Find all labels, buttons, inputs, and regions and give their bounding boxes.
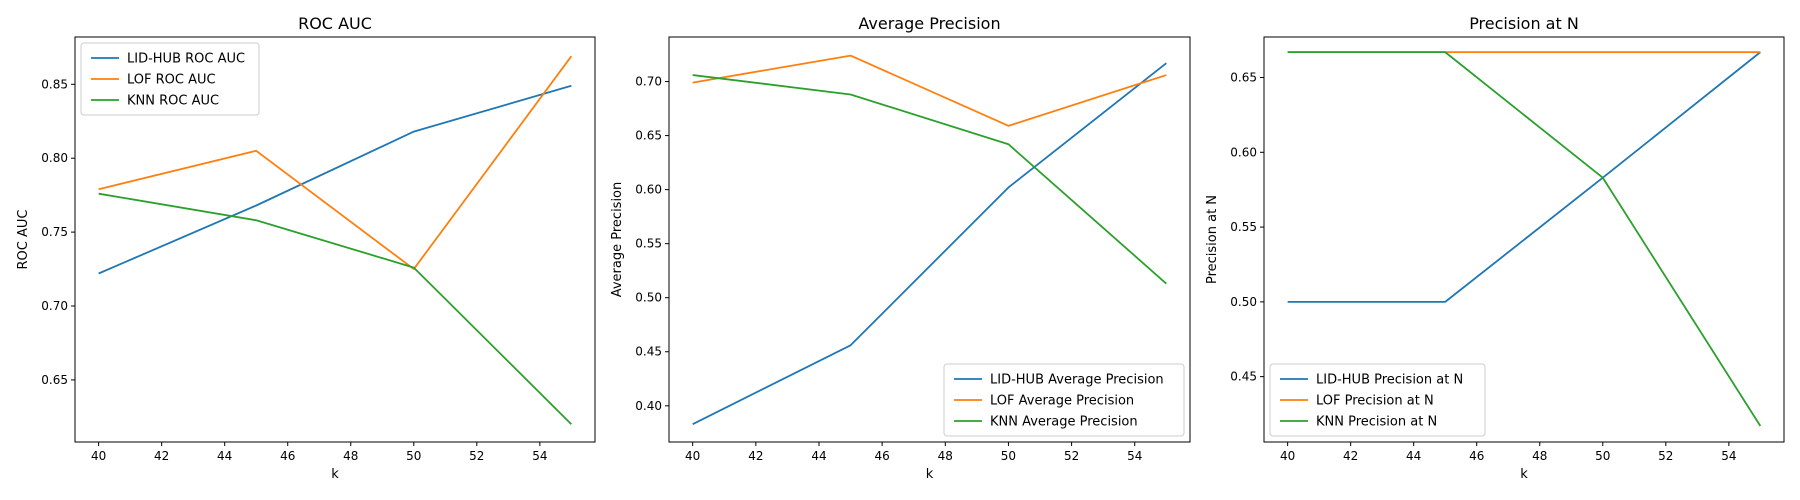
legend-entry: LID-HUB Precision at N bbox=[1316, 373, 1463, 388]
x-tick-label: 44 bbox=[217, 449, 232, 463]
x-tick-label: 46 bbox=[280, 449, 295, 463]
x-tick-label: 50 bbox=[1001, 449, 1016, 463]
chart-1: Average Precision 40 42 44 46 48 50 52 54 0.40 0.4… bbox=[610, 14, 1191, 482]
x-tick-label: 50 bbox=[1595, 449, 1610, 463]
y-tick-label: 0.45 bbox=[635, 345, 662, 359]
x-tick-label: 46 bbox=[1469, 449, 1484, 463]
chart-title: ROC AUC bbox=[298, 14, 372, 33]
series-line-0 bbox=[1287, 51, 1761, 303]
legend-entry: LOF ROC AUC bbox=[127, 73, 216, 88]
series-line-1 bbox=[692, 54, 1167, 127]
x-tick-label: 54 bbox=[1127, 449, 1142, 463]
x-tick-label: 52 bbox=[1658, 449, 1673, 463]
x-tick-label: 52 bbox=[469, 449, 484, 463]
legend-box bbox=[943, 363, 1185, 437]
legend: LID-HUB ROC AUC LOF ROC AUC KNN ROC AUC bbox=[80, 42, 260, 116]
y-tick-label: 0.60 bbox=[1230, 145, 1257, 159]
x-tick-label: 48 bbox=[1532, 449, 1547, 463]
y-axis-label: Precision at N bbox=[1205, 195, 1220, 284]
x-tick-label: 44 bbox=[1406, 449, 1421, 463]
y-tick-label: 0.70 bbox=[41, 299, 68, 313]
legend-entry: LID-HUB Average Precision bbox=[990, 373, 1164, 388]
y-tick-label: 0.80 bbox=[41, 151, 68, 165]
plot-frame bbox=[668, 36, 1191, 443]
x-tick-label: 44 bbox=[811, 449, 826, 463]
y-tick-label: 0.70 bbox=[635, 75, 662, 89]
plot-frame bbox=[1263, 36, 1785, 443]
y-tick-label: 0.40 bbox=[635, 399, 662, 413]
x-tick-label: 42 bbox=[748, 449, 763, 463]
x-axis-label: k bbox=[1520, 467, 1528, 482]
y-tick-label: 0.65 bbox=[635, 129, 662, 143]
series-line-2 bbox=[692, 74, 1167, 285]
series-line-0 bbox=[692, 62, 1167, 425]
series-line-2 bbox=[98, 192, 572, 425]
y-tick-label: 0.65 bbox=[1230, 71, 1257, 85]
legend-entry: KNN Average Precision bbox=[990, 415, 1138, 430]
x-tick-label: 54 bbox=[1721, 449, 1736, 463]
y-tick-label: 0.50 bbox=[1230, 295, 1257, 309]
series-line-2 bbox=[1287, 51, 1762, 427]
y-axis-label: Average Precision bbox=[610, 182, 625, 298]
x-tick-label: 52 bbox=[1064, 449, 1079, 463]
y-tick-label: 0.85 bbox=[41, 77, 68, 91]
series-line-0 bbox=[98, 84, 572, 275]
chart-2: Precision at N 40 42 44 46 48 50 52 54 0.45 0.50 0.… bbox=[1205, 14, 1785, 482]
x-tick-label: 40 bbox=[91, 449, 106, 463]
x-tick-label: 42 bbox=[1343, 449, 1358, 463]
x-tick-label: 48 bbox=[343, 449, 358, 463]
legend: LID-HUB Average Precision LOF Average Pre… bbox=[943, 363, 1185, 437]
legend-box bbox=[1269, 363, 1486, 437]
legend-entry: KNN ROC AUC bbox=[127, 94, 219, 109]
legend: LID-HUB Precision at N LOF Precision at N… bbox=[1269, 363, 1486, 437]
plot-frame bbox=[74, 36, 596, 443]
y-tick-label: 0.50 bbox=[635, 291, 662, 305]
x-tick-label: 54 bbox=[532, 449, 547, 463]
y-tick-label: 0.55 bbox=[635, 237, 662, 251]
y-tick-label: 0.45 bbox=[1230, 370, 1257, 384]
chart-title: Average Precision bbox=[858, 14, 1000, 33]
y-tick-label: 0.55 bbox=[1230, 220, 1257, 234]
x-axis-label: k bbox=[926, 467, 934, 482]
legend-entry: LOF Average Precision bbox=[990, 394, 1134, 409]
series-line-1 bbox=[98, 55, 573, 270]
y-axis-label: ROC AUC bbox=[16, 210, 31, 270]
x-tick-label: 42 bbox=[154, 449, 169, 463]
x-tick-label: 50 bbox=[406, 449, 421, 463]
y-tick-label: 0.65 bbox=[41, 373, 68, 387]
x-tick-label: 46 bbox=[874, 449, 889, 463]
legend-box bbox=[80, 42, 260, 116]
x-tick-label: 40 bbox=[685, 449, 700, 463]
x-tick-label: 40 bbox=[1280, 449, 1295, 463]
y-tick-label: 0.60 bbox=[635, 183, 662, 197]
legend-entry: LID-HUB ROC AUC bbox=[127, 52, 245, 67]
x-axis-label: k bbox=[331, 467, 339, 482]
x-tick-label: 48 bbox=[938, 449, 953, 463]
chart-0: ROC AUC 40 42 44 46 48 50 52 54 0.65 0.70 0.75 0.80 0… bbox=[16, 14, 596, 482]
legend-entry: LOF Precision at N bbox=[1316, 394, 1434, 409]
chart-title: Precision at N bbox=[1469, 14, 1579, 33]
legend-entry: KNN Precision at N bbox=[1316, 415, 1437, 430]
y-tick-label: 0.75 bbox=[41, 225, 68, 239]
